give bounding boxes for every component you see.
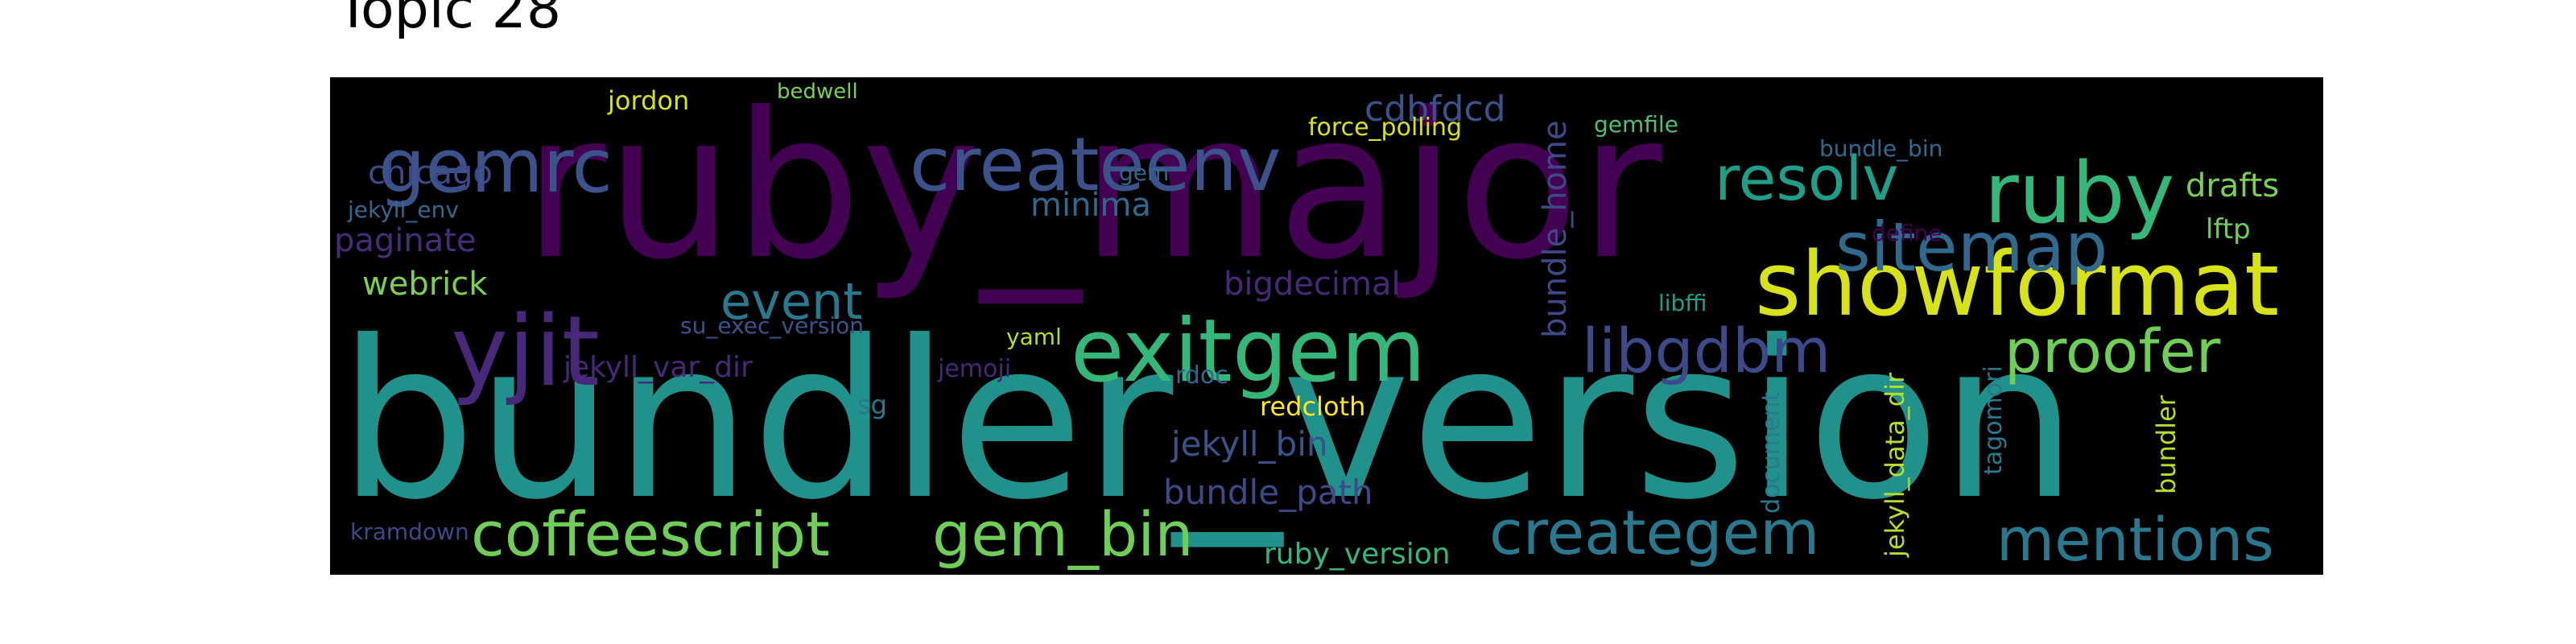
word-define: define [1872, 220, 1942, 246]
word-jemoji: jemoji [937, 355, 1011, 383]
word-gemrc: gemrc [378, 123, 613, 209]
word-rdoc: rdoc [1175, 361, 1228, 390]
word-su-exec-version: su_exec_version [680, 312, 864, 339]
word-bundle-path: bundle_path [1163, 473, 1373, 512]
word-lftp: lftp [2206, 213, 2251, 246]
word-document: document [1757, 391, 1785, 514]
word-ruby: ruby [1984, 144, 2174, 242]
word-jekyll-data-dir: jekyll_data_dir [1880, 372, 1910, 558]
word-exitgem: exitgem [1071, 301, 1426, 402]
word-jekyll-bin: jekyll_bin [1170, 424, 1327, 464]
word-bundle-home: bundle_home [1537, 120, 1574, 338]
word-sitemap: sitemap [1835, 208, 2107, 287]
word-cdbfdcd: cdbfdcd [1364, 89, 1506, 130]
word-jekyll-env: jekyll_env [347, 196, 459, 223]
word-yjit: yjit [451, 296, 600, 408]
word-chicago: chicago [368, 155, 493, 192]
word-event: event [720, 272, 863, 331]
word-gemfile: gemfile [1594, 111, 1678, 138]
word-sg: sg [857, 390, 887, 420]
word-webrick: webrick [362, 266, 488, 303]
word-kramdown: kramdown [350, 518, 469, 545]
word-jekyll-var-dir: jekyll_var_dir [563, 351, 753, 384]
word-cloud: bundler_version ruby_major showformat ex… [330, 77, 2323, 575]
word-minima: minima [1030, 187, 1151, 224]
word-ruby-major: ruby_major [523, 77, 1662, 303]
word-bundle-bin: bundle_bin [1819, 135, 1942, 162]
figure-title: Topic 28 [336, 0, 562, 41]
word-bundler: bundler [2151, 394, 2182, 494]
word-gem: gem [1119, 159, 1169, 186]
word-showformat: showformat [1755, 233, 2279, 336]
word-tagomori: tagomori [1979, 365, 2008, 475]
word-bigdecimal: bigdecimal [1224, 266, 1401, 303]
word-creategem: creategem [1489, 497, 1819, 568]
word-cloud-canvas: bundler_version ruby_major showformat ex… [334, 77, 2279, 575]
word-libffi: libffi [1658, 290, 1707, 316]
word-yaml: yaml [1006, 324, 1062, 350]
word-paginate: paginate [334, 222, 477, 259]
word-gem-bin: gem_bin [932, 498, 1194, 570]
word-jordon: jordon [607, 85, 689, 116]
word-resolv: resolv [1715, 142, 1899, 214]
word-coffeescript: coffeescript [471, 498, 830, 570]
word-mentions: mentions [1996, 506, 2274, 575]
word-proofer: proofer [2004, 317, 2221, 386]
word-drafts: drafts [2186, 167, 2279, 204]
word-redcloth: redcloth [1260, 391, 1365, 422]
word-force-polling: force_polling [1308, 114, 1462, 142]
word-ruby-version: ruby_version [1264, 538, 1451, 571]
word-createenv: createenv [910, 122, 1281, 208]
word-libgdbm: libgdbm [1582, 315, 1831, 386]
word-bedwell: bedwell [777, 80, 858, 104]
word-bundler-version: bundler_version [338, 294, 2078, 551]
